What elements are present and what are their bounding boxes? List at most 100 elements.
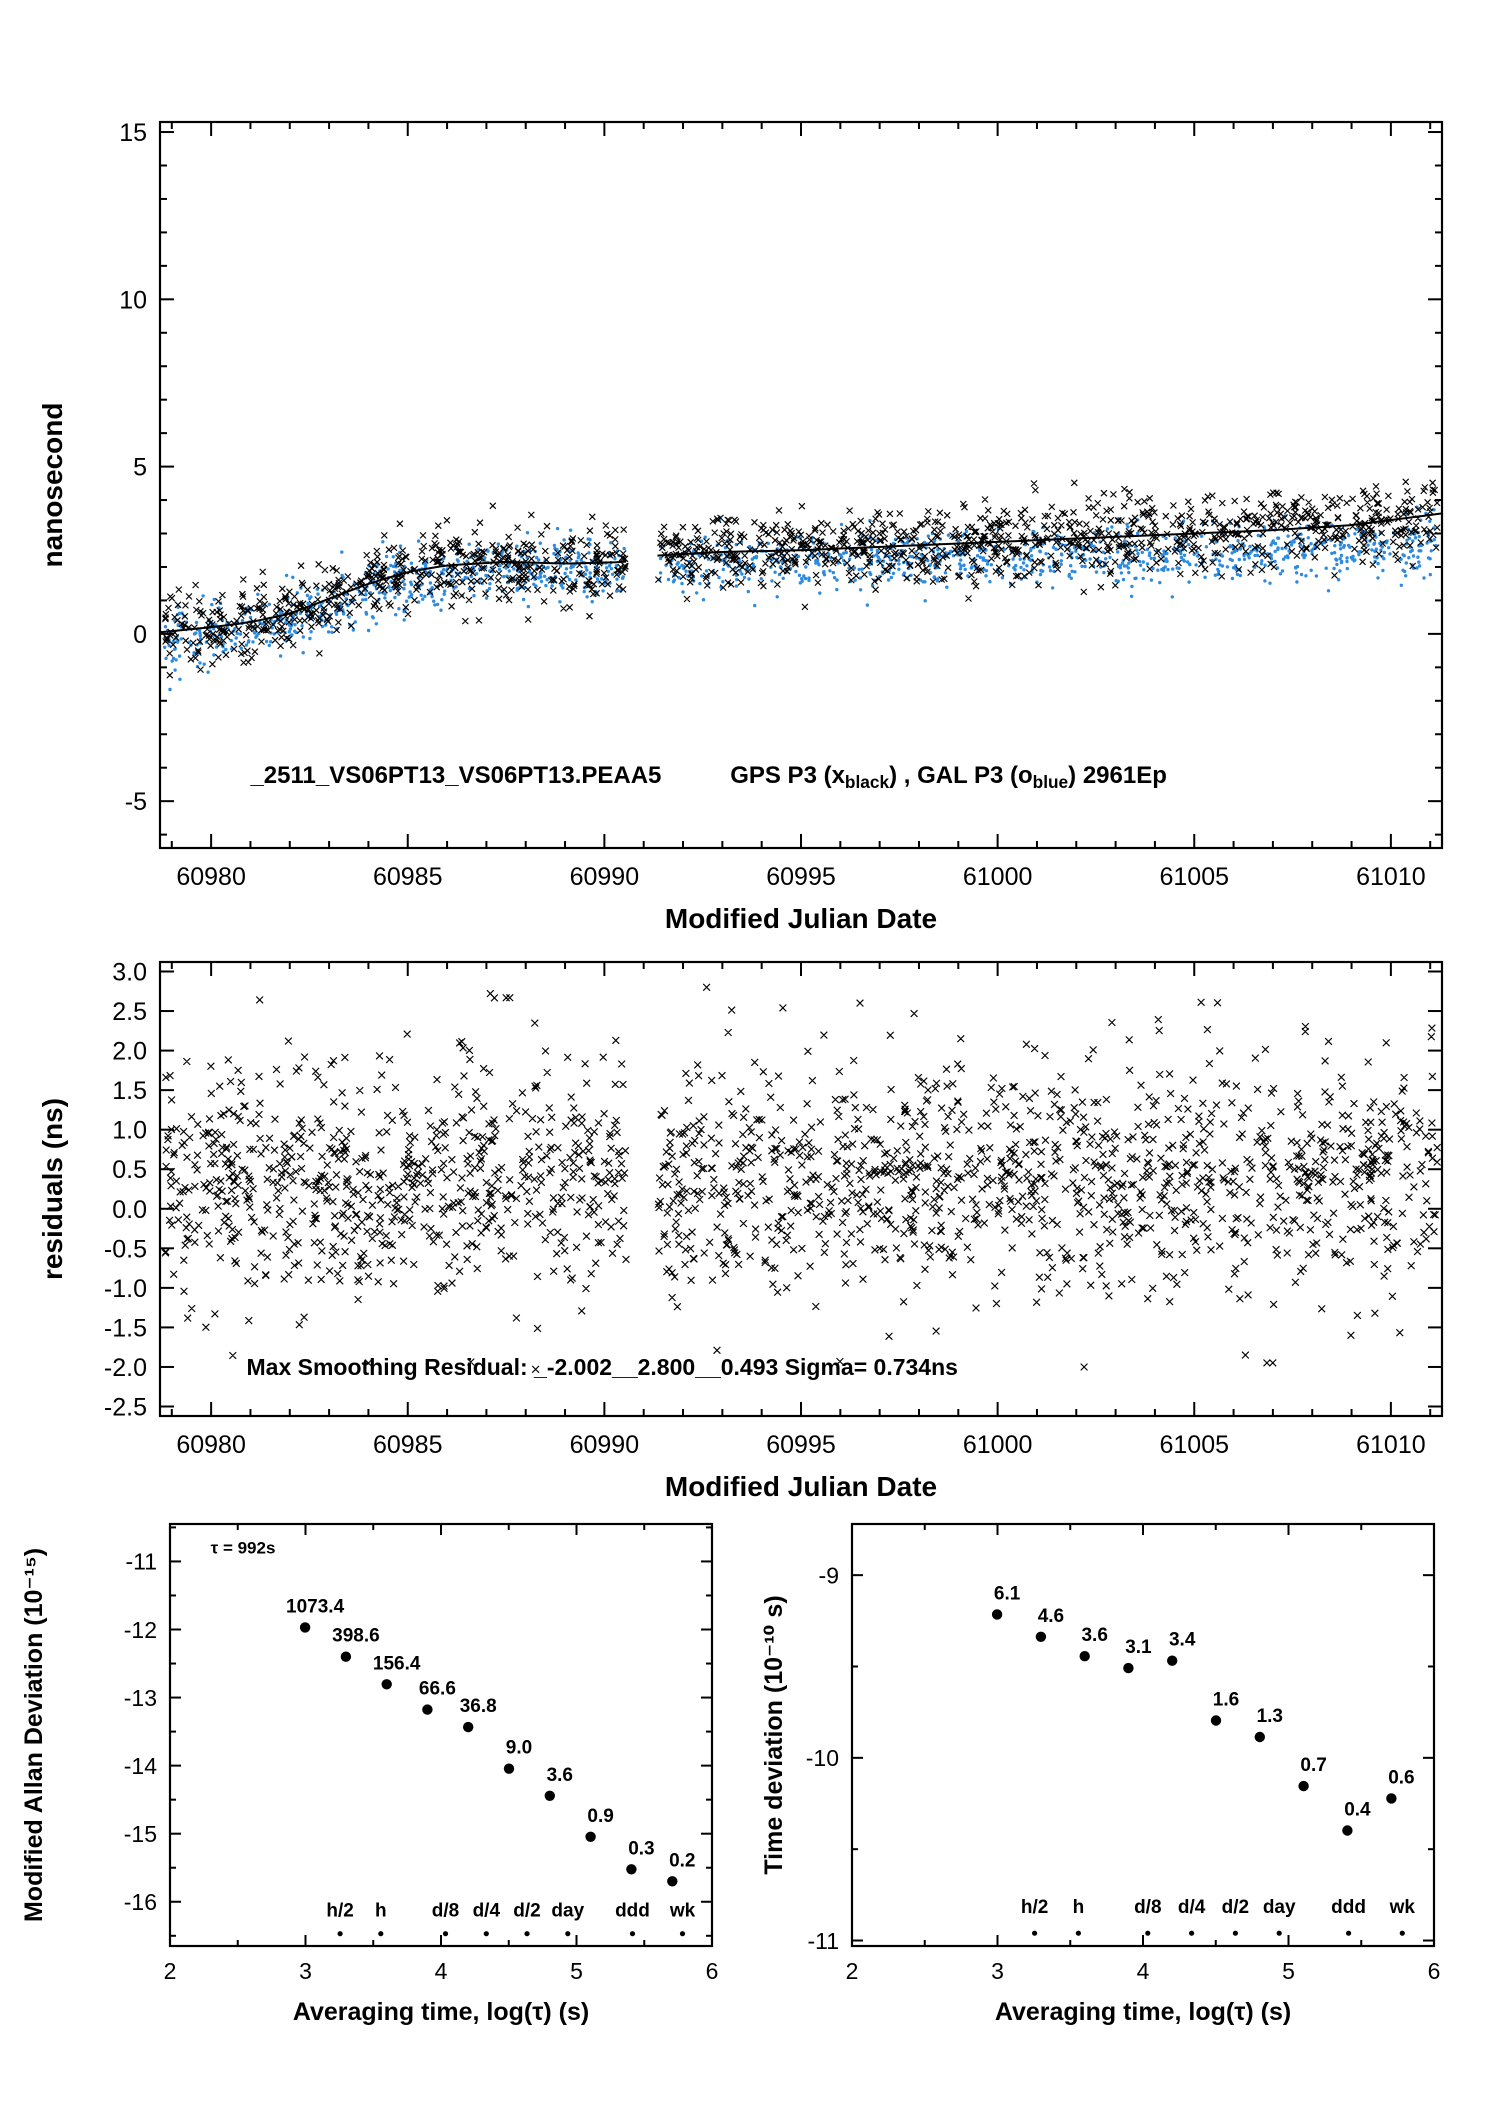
y-tick-label: 1.5 — [112, 1077, 147, 1105]
y-axis-label: nanosecond — [37, 403, 68, 568]
x-tick-label: 61005 — [1159, 1431, 1229, 1459]
x-tick-label: 6 — [1428, 1958, 1441, 1984]
time-scale-dot — [565, 1931, 571, 1937]
time-scale-label: ddd — [1331, 1897, 1366, 1918]
data-point — [1210, 1715, 1222, 1726]
time-scale-dot — [337, 1931, 343, 1937]
y-tick-label: 5 — [133, 454, 147, 482]
time-scale-dot — [679, 1931, 686, 1937]
point-value-label: 36.8 — [460, 1696, 497, 1717]
y-tick-label: -11 — [807, 1928, 839, 1954]
time-scale-dot — [378, 1931, 384, 1937]
x-tick-label: 6 — [706, 1958, 719, 1984]
annotation-text: Max Smoothing Residual: _-2.002__2.800__… — [247, 1354, 958, 1380]
y-tick-label: -5 — [125, 788, 147, 816]
y-tick-label: 15 — [119, 119, 147, 147]
data-point — [1079, 1651, 1090, 1662]
point-value-label: 0.3 — [628, 1838, 654, 1859]
time-scale-label: d/2 — [513, 1901, 540, 1922]
point-value-label: 6.1 — [994, 1583, 1021, 1604]
data-point — [991, 1609, 1003, 1620]
axes: 60980 60985 60990 60995 61000 61005 61010 3.0 2.… — [37, 958, 1444, 1502]
x-tick-label: 60985 — [373, 1431, 443, 1459]
time-scale-label: h/2 — [326, 1901, 353, 1922]
point-value-label: 398.6 — [332, 1626, 380, 1647]
data-point — [626, 1864, 637, 1875]
point-value-label: 3.6 — [1081, 1625, 1107, 1646]
x-tick-label: 60990 — [570, 863, 640, 891]
data-point — [1254, 1731, 1265, 1743]
y-tick-label: 10 — [119, 286, 147, 314]
deviation-points: 1073.4 398.6 156.4 66.636.8 9.0 3.6 0.9 0.3 0.2 — [286, 1596, 696, 1887]
point-value-label: 0.2 — [669, 1850, 695, 1871]
point-value-label: 3.1 — [1125, 1637, 1152, 1658]
time-scale-label: h — [375, 1901, 387, 1922]
time-scale-label: day — [551, 1901, 584, 1922]
plot-frame — [158, 120, 1444, 850]
time-scale-dot — [1399, 1930, 1405, 1936]
y-tick-label: -0.5 — [104, 1235, 147, 1263]
time-scale-dot — [1346, 1930, 1352, 1936]
point-value-label: 1073.4 — [286, 1596, 345, 1617]
axes: 60980 60985 60990 60995 61000 61005 61010 -5 0 5 1… — [37, 119, 1444, 934]
y-tick-label: 0 — [133, 621, 147, 649]
y-tick-label: -11 — [125, 1549, 157, 1575]
time-scale-dot — [629, 1931, 636, 1937]
time-scale-label: d/8 — [1134, 1897, 1161, 1918]
y-tick-label: 0.0 — [112, 1196, 147, 1224]
time-scale-dot — [442, 1931, 449, 1937]
time-scale-label: wk — [1389, 1897, 1416, 1918]
y-tick-label: 3.0 — [112, 958, 147, 986]
chart-top: 60980 60985 60990 60995 61000 61005 61010 -5 0 5 1… — [37, 119, 1444, 934]
x-tick-label: 61010 — [1356, 863, 1426, 891]
annotation-text: GPS P3 (xblack) , GAL P3 (oblue) 2961Ep — [730, 762, 1167, 792]
point-value-label: 0.4 — [1344, 1800, 1371, 1821]
y-tick-label: -9 — [819, 1562, 839, 1588]
data-point — [1123, 1662, 1134, 1674]
time-scale-label: ddd — [615, 1901, 650, 1922]
y-tick-label: 1.0 — [112, 1117, 147, 1145]
point-value-label: 0.7 — [1300, 1755, 1326, 1776]
y-axis-label: Modified Allan Deviation (10⁻¹⁵) — [20, 1548, 48, 1922]
time-scale-dot — [524, 1931, 530, 1937]
x-tick-label: 61010 — [1356, 1431, 1426, 1459]
data-point — [1342, 1825, 1353, 1836]
x-axis-label: Averaging time, log(τ) (s) — [293, 1998, 589, 2026]
point-value-label: 156.4 — [373, 1653, 421, 1674]
y-tick-label: -1.0 — [104, 1275, 147, 1303]
y-tick-label: -13 — [124, 1685, 157, 1711]
time-scale-dot — [483, 1931, 489, 1937]
x-tick-label: 3 — [299, 1958, 312, 1984]
x-tick-label: 61005 — [1159, 863, 1229, 891]
y-tick-label: -1.5 — [104, 1314, 147, 1342]
point-value-label: 0.6 — [1388, 1767, 1414, 1788]
time-scale-marks: h/2 h d/8 d/4 d/2 day ddd wk — [326, 1901, 696, 1937]
y-tick-label: -2.0 — [104, 1354, 147, 1382]
y-axis-label: residuals (ns) — [37, 1098, 68, 1280]
x-tick-label: 61000 — [963, 863, 1033, 891]
time-scale-dot — [1145, 1930, 1151, 1936]
y-tick-label: 2.5 — [112, 998, 147, 1026]
x-tick-label: 60990 — [570, 1431, 640, 1459]
y-axis-label: Time deviation (10⁻¹⁰ s) — [760, 1595, 788, 1874]
x-axis-label: Averaging time, log(τ) (s) — [995, 1998, 1291, 2026]
smoothing-line — [159, 512, 1443, 634]
data-point — [1035, 1631, 1047, 1642]
plot-frame — [850, 1522, 1436, 1948]
data-point — [1386, 1793, 1397, 1804]
time-scale-dot — [1232, 1930, 1238, 1936]
data-point — [503, 1763, 515, 1774]
tau-note: τ = 992s — [211, 1538, 276, 1557]
x-tick-label: 3 — [991, 1958, 1004, 1984]
x-tick-label: 5 — [570, 1958, 583, 1984]
chart-mdev: 2 3 4 5 6 -11 -12 -13 -14 -15 -16 Averaging time, l… — [20, 1522, 719, 2026]
deviation-points: 6.1 4.6 3.6 3.1 3.4 1.6 1.3 0.7 0.4 0.6 — [991, 1583, 1415, 1836]
x-tick-label: 60980 — [176, 863, 246, 891]
plot-frame — [168, 1522, 714, 1948]
x-tick-label: 5 — [1282, 1958, 1295, 1984]
series-layer — [161, 983, 1442, 1374]
axes: 2 3 4 5 6 -11 -12 -13 -14 -15 -16 Averaging time, l… — [20, 1522, 719, 2026]
x-tick-label: 4 — [435, 1958, 448, 1984]
x-tick-label: 2 — [164, 1958, 177, 1984]
